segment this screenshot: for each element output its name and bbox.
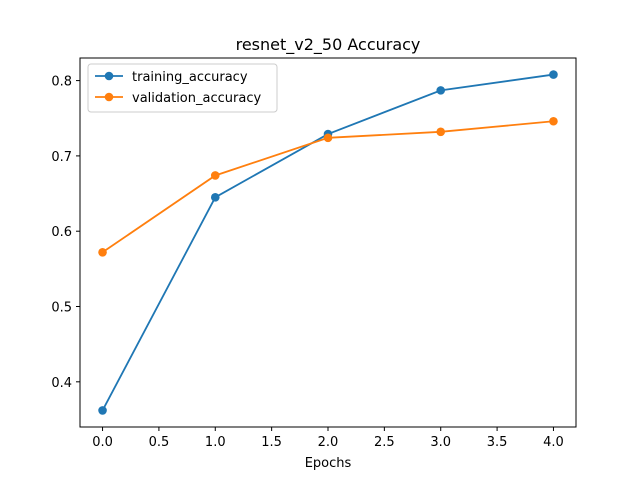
legend-label-training_accuracy: training_accuracy: [132, 70, 248, 85]
legend: training_accuracy validation_accuracy: [87, 63, 278, 113]
data-point-validation_accuracy: [549, 116, 558, 126]
plot-area-frame: [79, 57, 577, 428]
y-tick-label: 0.5: [51, 301, 72, 316]
legend-marker-training_accuracy: [104, 71, 114, 81]
x-tick-label: 0.0: [92, 435, 113, 450]
data-point-validation_accuracy: [436, 127, 446, 137]
legend-box: [87, 63, 278, 113]
x-tick-label: 3.0: [430, 435, 451, 450]
legend-entries: training_accuracy validation_accuracy: [95, 70, 261, 106]
y-tick-label: 0.7: [51, 150, 72, 165]
legend-label-validation_accuracy: validation_accuracy: [132, 91, 261, 106]
series-line-training_accuracy: [101, 73, 554, 411]
x-tick-label: 4.0: [543, 435, 564, 450]
data-point-training_accuracy: [210, 193, 220, 202]
data-point-training_accuracy: [549, 70, 558, 79]
x-axis-label: Epochs: [305, 456, 352, 471]
data-point-validation_accuracy: [210, 171, 220, 180]
x-tick-label: 2.5: [374, 435, 395, 450]
data-point-training_accuracy: [98, 406, 107, 415]
data-point-training_accuracy: [436, 86, 446, 95]
y-tick-label: 0.4: [51, 376, 72, 391]
plot-lines: [98, 70, 558, 415]
data-point-validation_accuracy: [323, 133, 333, 143]
x-axis-ticks: 0.0 0.5 1.0 1.5 2.0 2.5 3.0 3.5 4.0: [92, 427, 564, 450]
x-tick-label: 1.0: [205, 435, 226, 450]
x-tick-label: 1.5: [261, 435, 282, 450]
y-tick-label: 0.8: [51, 75, 72, 90]
x-tick-label: 0.5: [149, 435, 170, 450]
x-tick-label: 2.0: [318, 435, 339, 450]
data-point-validation_accuracy: [98, 247, 107, 257]
y-tick-label: 0.6: [51, 225, 72, 240]
y-axis-ticks: 0.4 0.5 0.6 0.7 0.8: [51, 75, 80, 391]
x-tick-label: 3.5: [487, 435, 508, 450]
legend-marker-validation_accuracy: [104, 92, 114, 102]
chart-title: resnet_v2_50 Accuracy: [236, 35, 421, 55]
